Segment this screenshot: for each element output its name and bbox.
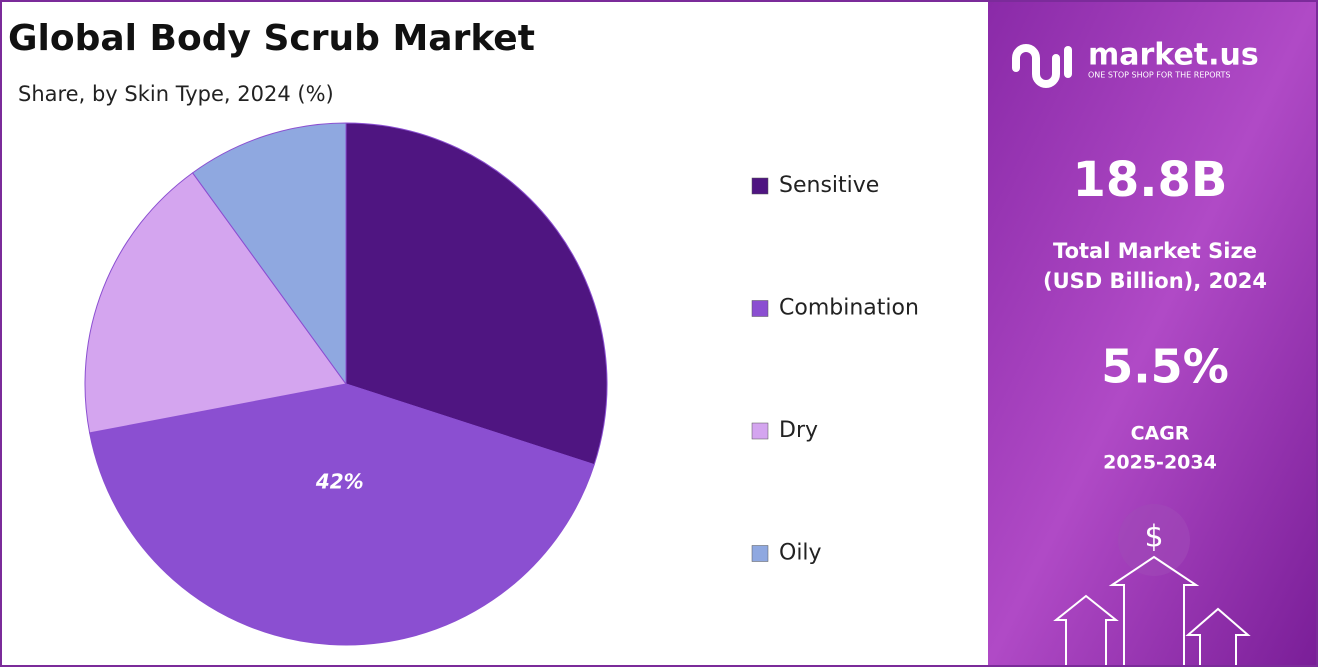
pie: 42% bbox=[84, 122, 608, 646]
tagline: ONE STOP SHOP FOR THE REPORTS bbox=[1088, 71, 1230, 80]
icon: $ bbox=[1144, 520, 1163, 555]
market-size: 18.8B bbox=[1072, 152, 1227, 208]
market-size-label: (USD Billion), 2024 bbox=[1043, 269, 1267, 293]
legend-swatch bbox=[751, 300, 769, 317]
data-label: 42% bbox=[315, 469, 364, 493]
pie-slice bbox=[345, 122, 608, 466]
legend-swatch bbox=[751, 545, 769, 562]
legend-label: Dry bbox=[779, 418, 818, 443]
logo-icon bbox=[1012, 44, 1072, 88]
cagr: 5.5% bbox=[1101, 340, 1229, 394]
market-size-label: Total Market Size bbox=[1053, 239, 1257, 263]
chart-subtitle: Share, by Skin Type, 2024 (%) bbox=[18, 82, 334, 106]
legend-swatch bbox=[751, 422, 769, 440]
cagr-label: CAGR bbox=[1131, 423, 1190, 445]
arrows bbox=[1053, 555, 1251, 665]
chart-title: Global Body Scrub Market bbox=[8, 18, 535, 59]
legend-label: Oily bbox=[779, 541, 822, 566]
legend-label: Sensitive bbox=[779, 173, 879, 198]
brand: market.us bbox=[1088, 38, 1259, 73]
legend-swatch bbox=[751, 177, 769, 195]
legend-label: Combination bbox=[779, 296, 919, 321]
legend: Sensitive Combination Dry Oily bbox=[751, 173, 919, 566]
icon-circle bbox=[1118, 504, 1190, 576]
pie-slice bbox=[191, 122, 347, 386]
pie-slice bbox=[84, 172, 347, 434]
cagr-label: 2025-2034 bbox=[1103, 452, 1217, 474]
pie-slice bbox=[89, 383, 595, 646]
